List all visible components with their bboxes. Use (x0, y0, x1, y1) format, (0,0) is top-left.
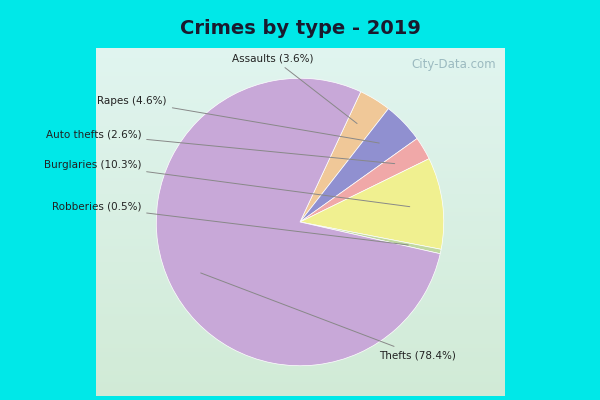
Text: Thefts (78.4%): Thefts (78.4%) (201, 273, 455, 360)
Text: Robberies (0.5%): Robberies (0.5%) (52, 202, 409, 245)
Wedge shape (300, 159, 444, 249)
Wedge shape (300, 222, 441, 254)
Text: Assaults (3.6%): Assaults (3.6%) (232, 53, 357, 124)
Text: Crimes by type - 2019: Crimes by type - 2019 (179, 18, 421, 38)
Wedge shape (300, 109, 417, 222)
Wedge shape (156, 78, 440, 366)
Wedge shape (300, 138, 429, 222)
Text: Rapes (4.6%): Rapes (4.6%) (97, 96, 379, 143)
Text: Burglaries (10.3%): Burglaries (10.3%) (44, 160, 410, 207)
Text: City-Data.com: City-Data.com (412, 58, 496, 72)
Text: Auto thefts (2.6%): Auto thefts (2.6%) (46, 129, 395, 164)
Wedge shape (300, 92, 388, 222)
